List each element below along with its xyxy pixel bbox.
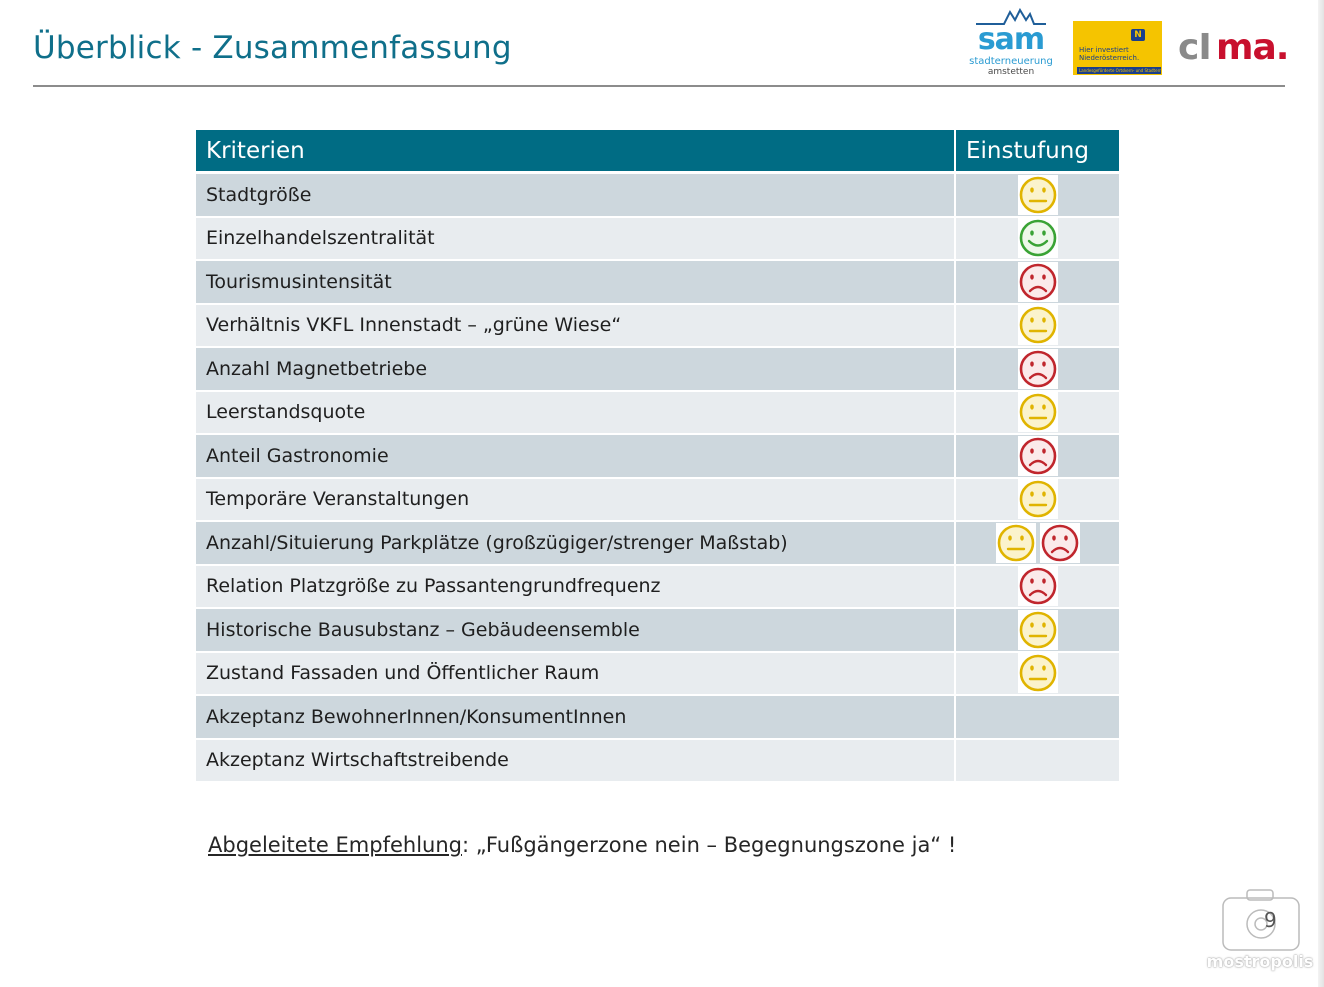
rating-cell (956, 261, 1119, 303)
criterion-cell: Verhältnis VKFL Innenstadt – „grüne Wies… (196, 304, 956, 346)
rating-cell (956, 739, 1119, 781)
rating-cell (956, 522, 1119, 564)
recommendation-text: : „Fußgängerzone nein – Begegnungszone j… (461, 833, 957, 857)
smiley-sad-icon (1017, 348, 1058, 389)
rating-cell (956, 609, 1119, 651)
smiley-neutral-icon (1017, 653, 1058, 694)
smiley-sad-icon (1017, 566, 1058, 607)
criteria-table: Kriterien Einstufung Stadtgröße Einzelhan… (196, 130, 1119, 783)
criterion-cell: Stadtgröße (196, 174, 956, 216)
title-divider (33, 85, 1285, 87)
criterion-cell: Temporäre Veranstaltungen (196, 478, 956, 520)
sam-logo-word: sam (977, 22, 1045, 57)
rating-cell (956, 652, 1119, 694)
noe-badge: N (1131, 29, 1145, 41)
table-header: Kriterien Einstufung (196, 130, 1119, 174)
criterion-cell: Anteil Gastronomie (196, 435, 956, 477)
watermark-text: mostropolis (1206, 952, 1314, 971)
smiley-neutral-icon (1017, 609, 1058, 650)
sam-logo: sam stadterneuerung amstetten (966, 8, 1056, 77)
noe-logo-bar: Landesgeförderte Ortskern- und Stadterne… (1077, 67, 1161, 74)
criterion-cell: Einzelhandelszentralität (196, 217, 956, 259)
table-row: Anteil Gastronomie (196, 435, 1119, 479)
table-row: Tourismusintensität (196, 261, 1119, 305)
table-row: Anzahl/Situierung Parkplätze (großzügige… (196, 522, 1119, 566)
rating-cell (956, 391, 1119, 433)
smiley-sad-icon (1039, 522, 1080, 563)
slide-title: Überblick - Zusammenfassung (33, 30, 512, 66)
table-row: Akzeptanz Wirtschaftstreibende (196, 739, 1119, 783)
criterion-cell: Anzahl/Situierung Parkplätze (großzügige… (196, 522, 956, 564)
table-row: Stadtgröße (196, 174, 1119, 218)
table-row: Relation Platzgröße zu Passantengrundfre… (196, 565, 1119, 609)
watermark: mostropolis (1205, 886, 1315, 976)
table-row: Temporäre Veranstaltungen (196, 478, 1119, 522)
rating-cell (956, 478, 1119, 520)
table-row: Zustand Fassaden und Öffentlicher Raum (196, 652, 1119, 696)
smiley-neutral-icon (1017, 174, 1058, 215)
criterion-cell: Relation Platzgröße zu Passantengrundfre… (196, 565, 956, 607)
header-criteria: Kriterien (196, 130, 956, 171)
page-number: 9 (1264, 908, 1277, 932)
criterion-cell: Zustand Fassaden und Öffentlicher Raum (196, 652, 956, 694)
criterion-cell: Historische Bausubstanz – Gebäudeensembl… (196, 609, 956, 651)
table-row: Leerstandsquote (196, 391, 1119, 435)
rating-cell (956, 174, 1119, 216)
smiley-neutral-icon (1017, 392, 1058, 433)
noe-logo: N Hier investiert Niederösterreich. Land… (1073, 21, 1162, 75)
rating-cell (956, 217, 1119, 259)
rating-cell (956, 304, 1119, 346)
table-body: Stadtgröße Einzelhandelszentralität Touris… (196, 174, 1119, 783)
smiley-sad-icon (1017, 261, 1058, 302)
table-row: Historische Bausubstanz – Gebäudeensembl… (196, 609, 1119, 653)
recommendation: Abgeleitete Empfehlung: „Fußgängerzone n… (208, 833, 956, 857)
cima-logo-part2: ma. (1216, 27, 1289, 68)
smiley-neutral-icon (1017, 479, 1058, 520)
rating-cell (956, 565, 1119, 607)
criterion-cell: Tourismusintensität (196, 261, 956, 303)
criterion-cell: Anzahl Magnetbetriebe (196, 348, 956, 390)
noe-logo-line2: Niederösterreich. (1079, 54, 1140, 62)
camera-icon (1220, 889, 1302, 953)
mountain-icon (976, 8, 1046, 25)
cima-logo-part1: cI (1178, 27, 1212, 68)
smiley-neutral-icon (1017, 305, 1058, 346)
criterion-cell: Akzeptanz Wirtschaftstreibende (196, 739, 956, 781)
table-row: Verhältnis VKFL Innenstadt – „grüne Wies… (196, 304, 1119, 348)
header-rating: Einstufung (956, 130, 1119, 171)
table-row: Einzelhandelszentralität (196, 217, 1119, 261)
sam-logo-subtitle: stadterneuerung (969, 56, 1053, 67)
slide-edge (1318, 0, 1324, 987)
smiley-happy-icon (1017, 218, 1058, 259)
noe-logo-line1: Hier investiert (1079, 46, 1129, 54)
criterion-cell: Akzeptanz BewohnerInnen/KonsumentInnen (196, 696, 956, 738)
table-row: Anzahl Magnetbetriebe (196, 348, 1119, 392)
cima-logo: cI ma. (1178, 26, 1289, 70)
smiley-neutral-icon (995, 522, 1036, 563)
sam-logo-city: amstetten (987, 67, 1035, 77)
recommendation-label: Abgeleitete Empfehlung (208, 833, 462, 857)
smiley-sad-icon (1017, 435, 1058, 476)
table-row: Akzeptanz BewohnerInnen/KonsumentInnen (196, 696, 1119, 740)
rating-cell (956, 696, 1119, 738)
rating-cell (956, 435, 1119, 477)
rating-cell (956, 348, 1119, 390)
criterion-cell: Leerstandsquote (196, 391, 956, 433)
